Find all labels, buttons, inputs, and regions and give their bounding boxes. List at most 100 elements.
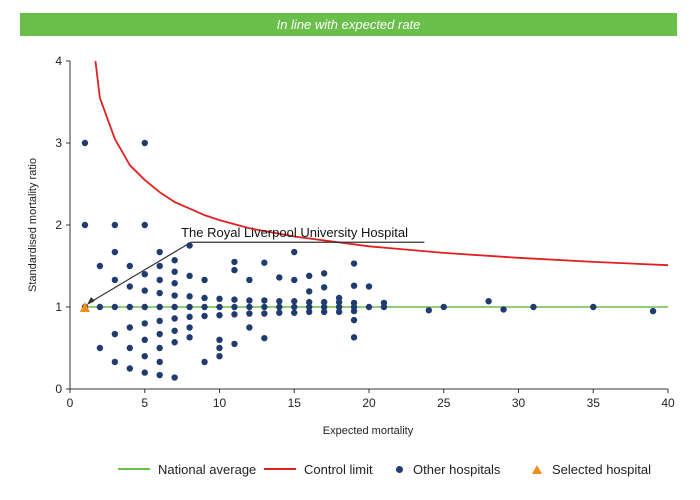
other-hospital-point <box>111 221 119 229</box>
other-hospital-point <box>306 272 313 280</box>
other-hospital-point <box>156 371 163 379</box>
other-hospital-point <box>156 289 163 297</box>
annotation-pointer-line <box>88 241 192 304</box>
other-hospital-point <box>246 310 253 317</box>
x-tick-label: 30 <box>512 396 526 410</box>
x-tick-label: 15 <box>288 396 302 410</box>
legend-label: Control limit <box>304 461 373 477</box>
y-tick-label: 1 <box>55 300 62 314</box>
other-hospital-point <box>649 307 657 315</box>
other-hospital-point <box>306 303 313 311</box>
other-hospital-point <box>246 324 253 331</box>
axes <box>66 60 669 393</box>
other-hospital-point <box>261 303 268 311</box>
other-hospital-point <box>126 344 133 352</box>
other-hospital-point <box>216 295 223 302</box>
other-hospital-point <box>141 139 148 147</box>
other-hospital-point <box>261 310 268 317</box>
other-hospital-point <box>186 313 193 321</box>
other-hospital-point <box>216 312 223 319</box>
y-tick-label: 3 <box>55 136 62 150</box>
y-tick-label: 0 <box>55 382 62 396</box>
legend-swatch-dot <box>396 465 403 473</box>
other-hospital-point <box>276 298 283 305</box>
other-hospital-point <box>186 334 193 341</box>
legend-swatch-line <box>264 468 296 470</box>
other-hospital-point <box>156 262 163 270</box>
annotation: The Royal Liverpool University Hospital <box>86 225 425 305</box>
other-hospital-point <box>276 274 283 281</box>
legend-item-other-hospitals: Other hospitals <box>396 458 500 480</box>
other-hospital-point <box>186 303 193 311</box>
other-hospital-point <box>350 307 358 315</box>
other-hospital-point <box>111 358 119 366</box>
other-hospital-point <box>216 344 223 352</box>
x-tick-label: 5 <box>141 396 148 410</box>
other-hospital-point <box>425 307 432 314</box>
other-hospital-point <box>171 327 178 334</box>
legend-item-selected-hospital: Selected hospital <box>532 458 651 480</box>
other-hospital-point <box>111 276 119 284</box>
x-tick-label: 25 <box>437 396 451 410</box>
other-hospital-point <box>276 303 283 311</box>
control-limit-line <box>94 60 669 267</box>
other-hospital-point <box>246 303 253 311</box>
other-hospital-point <box>111 303 119 311</box>
other-hospital-point <box>111 330 119 338</box>
other-hospital-point <box>231 311 238 318</box>
other-hospital-point <box>320 270 328 277</box>
other-hospital-point <box>186 293 193 300</box>
other-hospital-point <box>141 369 148 376</box>
other-hospital-point <box>231 258 238 266</box>
other-hospital-point <box>171 292 178 299</box>
other-hospital-point <box>171 339 178 346</box>
series-lines <box>84 60 669 308</box>
other-hospital-point <box>350 282 358 289</box>
other-hospital-point <box>141 271 148 278</box>
other-hospital-point <box>201 358 208 366</box>
other-hospital-point <box>156 344 163 352</box>
other-hospital-point <box>276 309 283 316</box>
legend-item-national-average: National average <box>118 458 256 480</box>
status-banner: In line with expected rate <box>20 13 677 36</box>
other-hospital-point <box>126 303 133 311</box>
y-axis-label: Standardised mortality ratio <box>27 158 39 292</box>
other-hospital-point <box>291 309 298 316</box>
other-hospital-point <box>320 308 328 316</box>
other-hospital-point <box>261 297 268 304</box>
other-hospital-point <box>96 303 104 311</box>
other-hospital-point <box>171 257 178 264</box>
other-hospital-point <box>320 284 328 291</box>
other-hospital-point <box>96 262 104 270</box>
other-hospital-point <box>246 297 253 304</box>
other-hospital-point <box>186 272 193 280</box>
other-hospital-point <box>111 248 119 256</box>
other-hospital-point <box>201 294 208 302</box>
other-hospital-point <box>306 308 313 316</box>
legend-label: National average <box>158 461 257 477</box>
other-hospital-point <box>156 330 163 338</box>
tick-labels: 0 5 10 15 20 25 30 35 40 0 1 2 3 4 <box>55 54 675 410</box>
other-hospital-point <box>171 315 178 322</box>
other-hospital-point <box>201 276 208 284</box>
other-hospital-point <box>291 298 298 305</box>
other-hospital-point <box>141 336 148 343</box>
legend-label: Other hospitals <box>413 461 501 477</box>
other-hospital-point <box>291 248 298 256</box>
other-hospital-point <box>141 287 148 294</box>
other-hospital-point <box>141 320 148 327</box>
other-hospital-point <box>231 340 238 348</box>
other-hospital-point <box>141 303 148 311</box>
other-hospital-point <box>216 353 223 360</box>
legend: National average Control limit Other hos… <box>0 458 700 480</box>
x-tick-label: 10 <box>213 396 227 410</box>
selected-hospital-point <box>79 302 90 312</box>
other-hospital-point <box>156 276 163 284</box>
other-hospital-point <box>291 303 298 311</box>
funnel-plot: 0 5 10 15 20 25 30 35 40 0 1 2 3 4 The Royal Liverpoo… <box>27 54 675 437</box>
other-hospital-point <box>216 336 223 343</box>
other-hospital-point <box>306 298 313 306</box>
x-tick-label: 20 <box>362 396 376 410</box>
x-axis-label: Expected mortality <box>323 425 414 437</box>
other-hospital-point <box>365 303 373 311</box>
